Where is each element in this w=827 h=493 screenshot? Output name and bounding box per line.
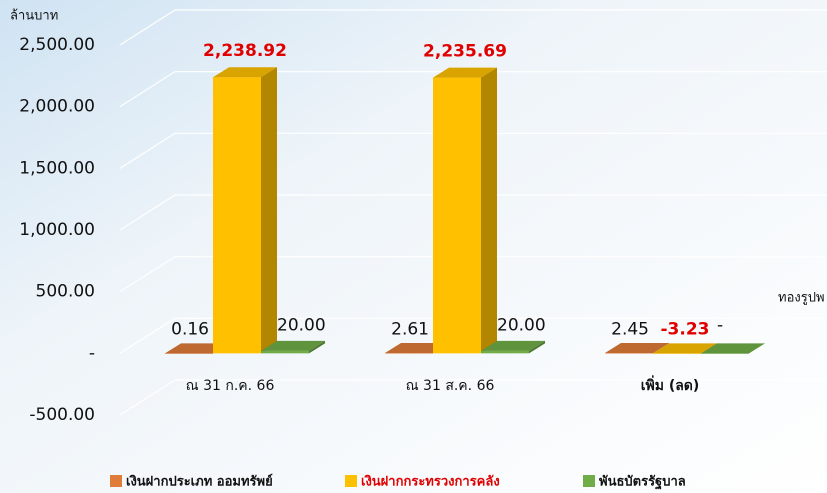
value-label: 2.61 xyxy=(391,319,429,339)
legend-label: พันธบัตรรัฐบาล xyxy=(599,475,686,491)
y-tick-label: 500.00 xyxy=(36,282,95,302)
value-label: 2,235.69 xyxy=(423,42,507,62)
legend-label: เงินฝากกระทรวงการคลัง xyxy=(361,475,500,490)
background xyxy=(0,0,827,493)
x-tick-label: เพิ่ม (ลด) xyxy=(641,375,700,394)
legend-label: เงินฝากประเภท ออมทรัพย์ xyxy=(126,474,273,490)
y-tick-label: 1,000.00 xyxy=(19,220,95,240)
value-label: - xyxy=(717,315,723,335)
value-label: 0.16 xyxy=(171,319,209,339)
legend-swatch xyxy=(583,475,595,487)
y-tick-label: 2,000.00 xyxy=(19,97,95,117)
y-axis-label: ล้านบาท xyxy=(10,9,58,24)
bar-front xyxy=(701,353,749,354)
bar-front xyxy=(213,77,261,353)
legend-swatch xyxy=(345,475,357,487)
bar-front xyxy=(481,351,529,353)
legend-swatch xyxy=(110,475,122,487)
value-label: 20.00 xyxy=(277,315,326,335)
annotation: ทองรูปพ xyxy=(778,291,825,306)
y-tick-label: 1,500.00 xyxy=(19,158,95,178)
bar-front xyxy=(605,353,653,354)
bar-side xyxy=(481,68,497,354)
chart: ล้านบาท ทองรูปพ -500.00-500.001,000.001,… xyxy=(0,0,827,493)
bar-front xyxy=(385,353,433,354)
value-label: 2.45 xyxy=(611,319,649,339)
y-tick-label: 2,500.00 xyxy=(19,35,95,55)
y-tick-label: -500.00 xyxy=(29,405,95,425)
bar-front xyxy=(433,78,481,354)
bar-front xyxy=(261,351,309,353)
value-label: 2,238.92 xyxy=(203,41,287,61)
x-tick-label: ณ 31 ส.ค. 66 xyxy=(406,378,495,394)
value-label: -3.23 xyxy=(661,319,710,339)
value-label: 20.00 xyxy=(497,315,546,335)
y-tick-label: - xyxy=(89,343,95,363)
bar-side xyxy=(261,67,277,353)
x-tick-label: ณ 31 ก.ค. 66 xyxy=(186,378,275,394)
bar-front xyxy=(165,353,213,354)
bar-front xyxy=(653,353,701,354)
